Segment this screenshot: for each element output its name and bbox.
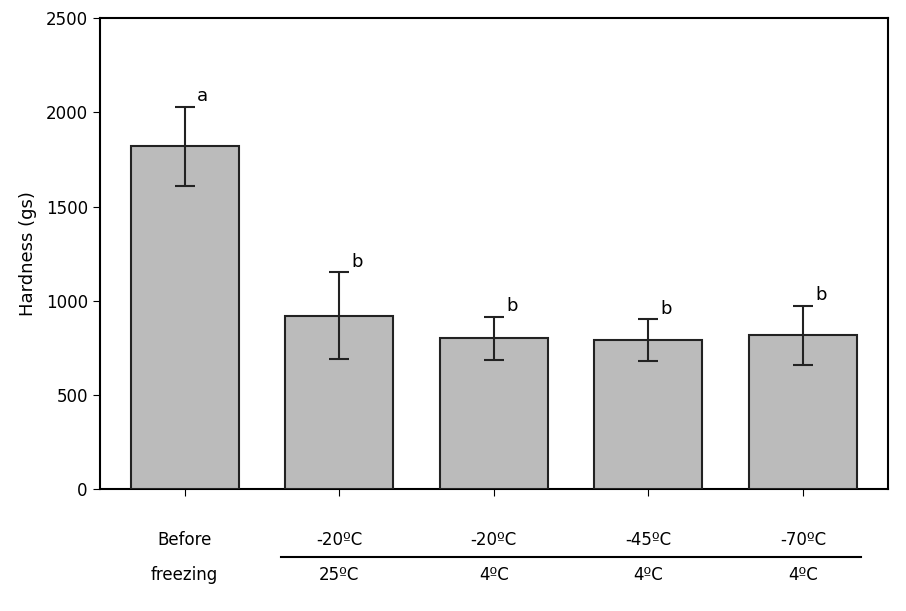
Text: freezing: freezing: [151, 566, 218, 585]
Bar: [748, 335, 857, 489]
Y-axis label: Hardness (gs): Hardness (gs): [19, 191, 37, 316]
Text: -20ºC: -20ºC: [470, 531, 517, 549]
Bar: [130, 146, 239, 489]
Text: b: b: [815, 287, 827, 304]
Bar: [285, 316, 393, 489]
Text: -70ºC: -70ºC: [780, 531, 826, 549]
Text: 25ºC: 25ºC: [319, 566, 360, 585]
Text: a: a: [197, 87, 208, 105]
Text: -45ºC: -45ºC: [625, 531, 671, 549]
Text: b: b: [352, 252, 363, 271]
Text: -20ºC: -20ºC: [316, 531, 362, 549]
Text: 4ºC: 4ºC: [788, 566, 818, 585]
Text: b: b: [660, 299, 672, 318]
Bar: [594, 340, 702, 489]
Text: b: b: [506, 297, 517, 315]
Bar: [439, 338, 548, 489]
Text: 4ºC: 4ºC: [479, 566, 508, 585]
Text: 4ºC: 4ºC: [633, 566, 663, 585]
Text: Before: Before: [158, 531, 212, 549]
